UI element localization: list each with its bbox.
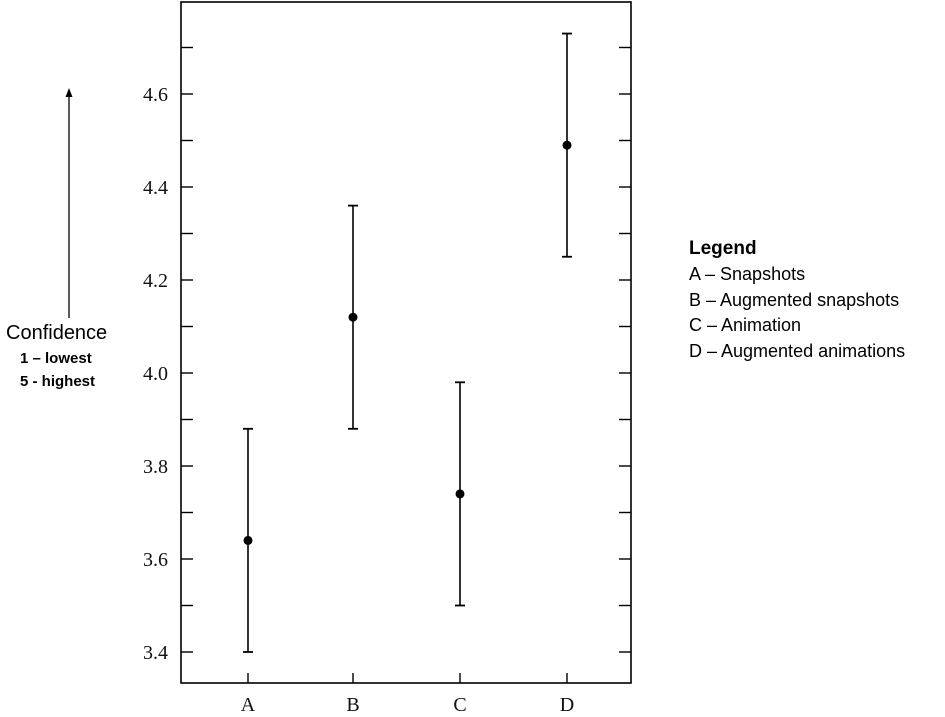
y-axis-label: Confidence	[6, 322, 108, 344]
x-tick-label-c: C	[453, 694, 466, 716]
legend-item-d: D – Augmented animations	[689, 340, 906, 361]
error-bar-a	[243, 427, 253, 653]
y-tick-label: 3.6	[143, 549, 168, 571]
y-axis-arrow	[65, 88, 73, 318]
legend-item-a: A – Snapshots	[689, 264, 806, 284]
mean-point-d	[562, 140, 572, 150]
y-tick-label: 4.6	[143, 84, 168, 106]
error-bar-c	[455, 381, 465, 607]
plot-frame	[180, 1, 632, 684]
mean-point-a	[243, 535, 253, 545]
data-marks	[243, 32, 572, 653]
y-tick-label: 4.0	[143, 363, 168, 385]
legend-item-c: C – Animation	[689, 315, 802, 335]
error-bar-d	[562, 32, 572, 258]
legend: Legend A – Snapshots B – Augmented snaps…	[689, 236, 905, 364]
y-axis-sublabel-high: 5 - highest	[20, 373, 96, 390]
y-ticks: 3.4 3.6 3.8 4.0 4.2 4.4 4.6	[143, 46, 631, 664]
x-tick-labels: A B C D	[241, 673, 574, 716]
x-tick-label-b: B	[346, 694, 359, 716]
x-tick-label-d: D	[560, 694, 574, 716]
mean-point-b	[348, 312, 358, 322]
y-tick-label: 3.8	[143, 456, 168, 478]
y-tick-label: 4.4	[143, 177, 168, 199]
x-tick-label-a: A	[241, 694, 256, 716]
mean-point-c	[455, 489, 465, 499]
y-tick-label: 3.4	[143, 642, 168, 664]
y-tick-label: 4.2	[143, 270, 168, 292]
legend-item-b: B – Augmented snapshots	[689, 289, 900, 310]
y-axis-sublabel-low: 1 – lowest	[20, 350, 92, 367]
legend-title: Legend	[689, 238, 757, 259]
error-bar-b	[348, 204, 358, 430]
